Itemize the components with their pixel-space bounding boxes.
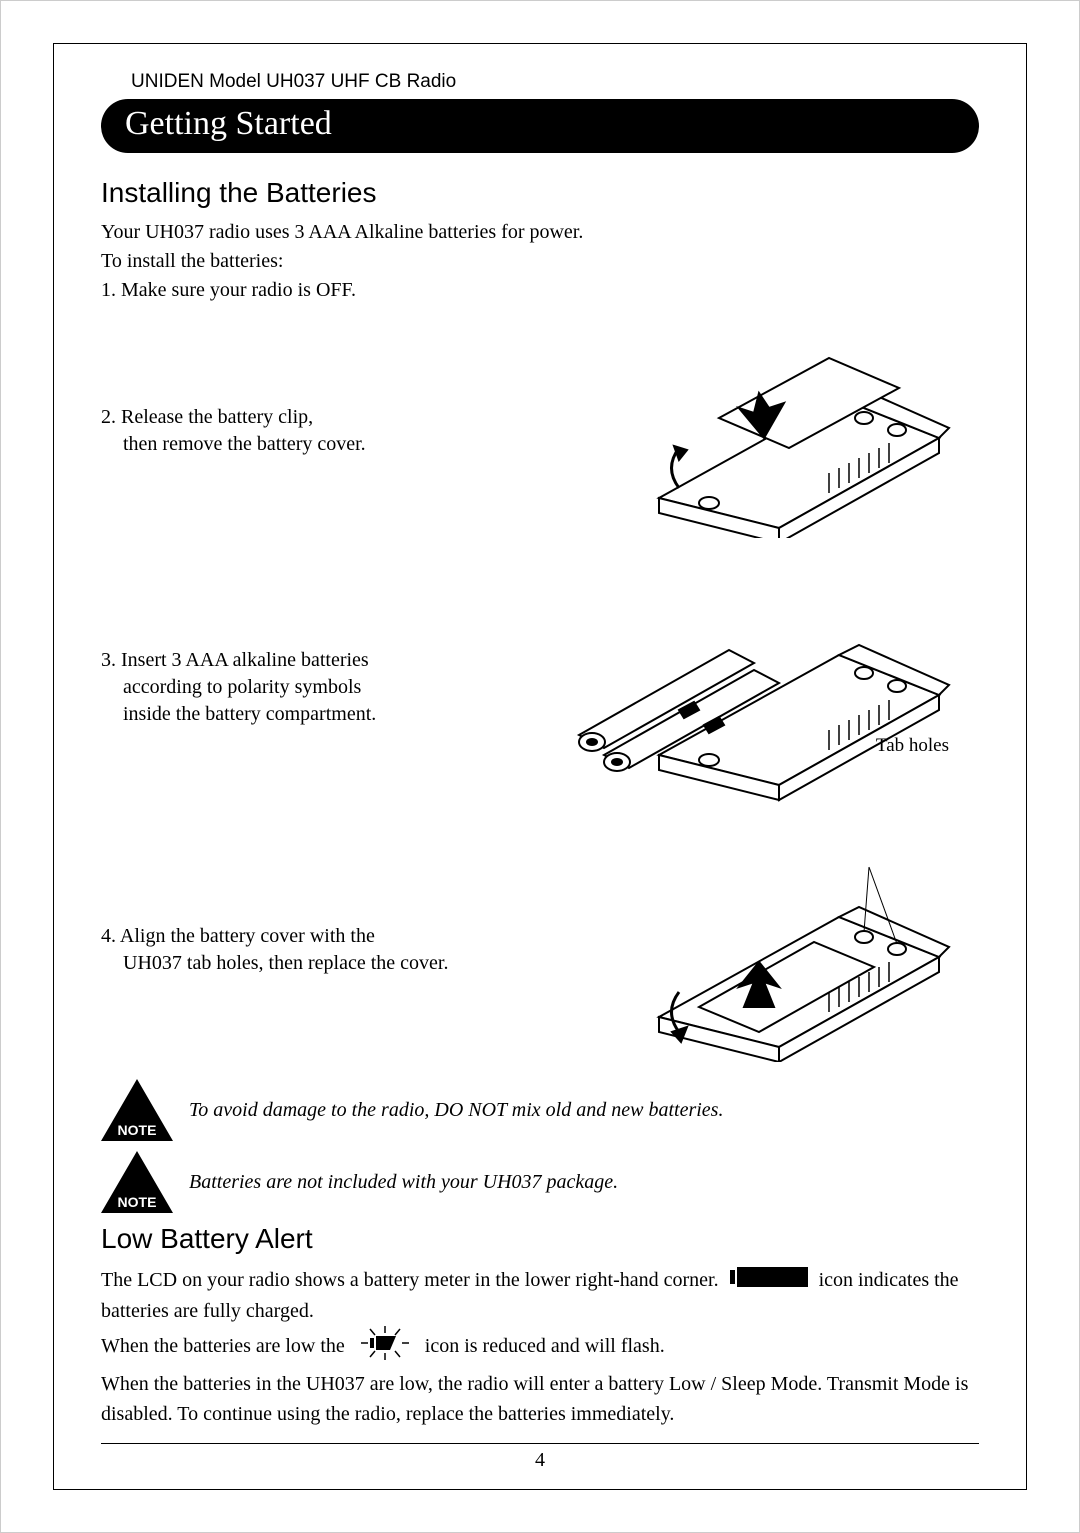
step2-line2: then remove the battery cover.	[101, 431, 559, 458]
step4-row: 4. Align the battery cover with the UH03…	[101, 832, 979, 1067]
lowbatt-p3: When the batteries in the UH037 are low,…	[101, 1373, 968, 1425]
note1-text: To avoid damage to the radio, DO NOT mix…	[189, 1099, 723, 1122]
install-intro1: Your UH037 radio uses 3 AAA Alkaline bat…	[101, 219, 979, 246]
step3-illustration: Tab holes	[519, 555, 979, 820]
lowbatt-p2-before: When the batteries are low the	[101, 1336, 345, 1358]
install-intro2: To install the batteries:	[101, 248, 979, 275]
step4-line1: 4. Align the battery cover with the	[101, 923, 559, 950]
install-step1: 1. Make sure your radio is OFF.	[101, 277, 979, 304]
battery-full-icon	[730, 1266, 808, 1296]
section-banner: Getting Started	[101, 99, 979, 153]
page-content: UNIDEN Model UH037 UHF CB Radio Getting …	[61, 41, 1019, 1474]
model-header: UNIDEN Model UH037 UHF CB Radio	[131, 71, 979, 93]
step3-line1: 3. Insert 3 AAA alkaline batteries	[101, 647, 499, 674]
note-triangle-icon: NOTE	[101, 1151, 173, 1213]
step3-line2: according to polarity symbols	[101, 674, 499, 701]
note-triangle-icon: NOTE	[101, 1079, 173, 1141]
note-label: NOTE	[118, 1122, 157, 1138]
step2-illustration	[579, 318, 979, 543]
step2-row: 2. Release the battery clip, then remove…	[101, 318, 979, 543]
step4-text: 4. Align the battery cover with the UH03…	[101, 923, 579, 977]
lowbatt-p2-after: icon is reduced and will flash.	[425, 1336, 665, 1358]
step2-text: 2. Release the battery clip, then remove…	[101, 404, 579, 458]
step3-line3: inside the battery compartment.	[101, 701, 499, 728]
step2-line1: 2. Release the battery clip,	[101, 404, 559, 431]
lowbatt-para: The LCD on your radio shows a battery me…	[101, 1265, 979, 1429]
tab-holes-label: Tab holes	[876, 735, 949, 757]
note-label: NOTE	[118, 1194, 157, 1210]
page-number: 4	[1, 1449, 1079, 1472]
install-heading: Installing the Batteries	[101, 177, 979, 209]
step4-illustration	[579, 832, 979, 1067]
radio-remove-cover-icon	[579, 318, 979, 538]
step3-row: 3. Insert 3 AAA alkaline batteries accor…	[101, 555, 979, 820]
bottom-rule	[101, 1443, 979, 1444]
lowbatt-heading: Low Battery Alert	[101, 1223, 979, 1255]
note2-row: NOTE Batteries are not included with you…	[101, 1151, 979, 1213]
radio-insert-batteries-icon	[519, 555, 979, 815]
step3-text: 3. Insert 3 AAA alkaline batteries accor…	[101, 647, 519, 728]
note1-row: NOTE To avoid damage to the radio, DO NO…	[101, 1079, 979, 1141]
lowbatt-p1-before: The LCD on your radio shows a battery me…	[101, 1269, 719, 1291]
step4-line2: UH037 tab holes, then replace the cover.	[101, 950, 559, 977]
battery-low-flash-icon	[356, 1326, 414, 1369]
note2-text: Batteries are not included with your UH0…	[189, 1171, 618, 1194]
radio-replace-cover-icon	[579, 832, 979, 1062]
